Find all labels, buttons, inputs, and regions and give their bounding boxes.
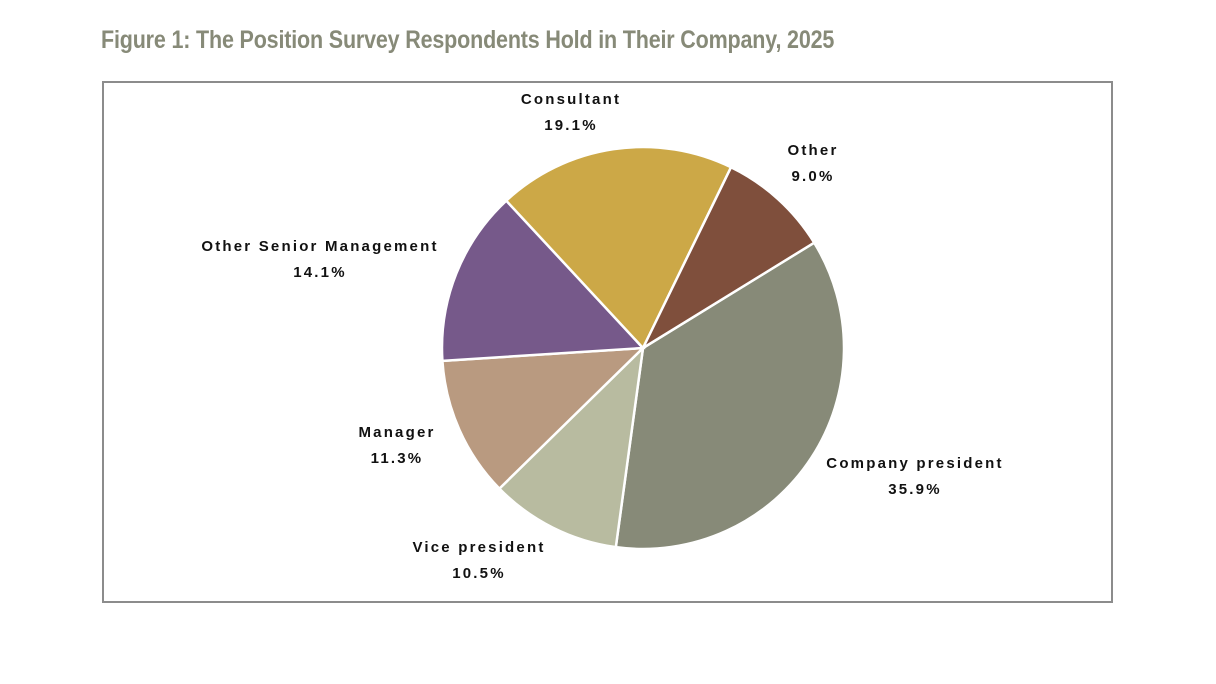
slice-label: Manager bbox=[358, 424, 435, 441]
slice-label: Other Senior Management bbox=[201, 238, 438, 255]
slice-value-label: 35.9% bbox=[888, 481, 942, 498]
chart-title: Figure 1: The Position Survey Respondent… bbox=[101, 26, 835, 54]
slice-label: Company president bbox=[826, 455, 1003, 472]
slice-value-label: 14.1% bbox=[293, 264, 347, 281]
chart-frame bbox=[102, 81, 1113, 603]
slice-value-label: 19.1% bbox=[544, 117, 598, 134]
slice-value-label: 10.5% bbox=[452, 565, 506, 582]
pie-slice-other-senior-management bbox=[440, 198, 646, 363]
pie-slice-company-president bbox=[614, 240, 846, 551]
slice-label: Consultant bbox=[521, 91, 621, 108]
pie-slice-vice-president bbox=[497, 344, 645, 549]
slice-label: Other bbox=[787, 142, 838, 159]
slice-value-label: 11.3% bbox=[371, 450, 424, 467]
pie-slice-other bbox=[639, 165, 816, 352]
pie-slice-manager bbox=[441, 346, 647, 491]
pie-slice-consultant bbox=[504, 145, 733, 351]
slice-label: Vice president bbox=[412, 539, 545, 556]
slice-value-label: 9.0% bbox=[792, 168, 835, 185]
